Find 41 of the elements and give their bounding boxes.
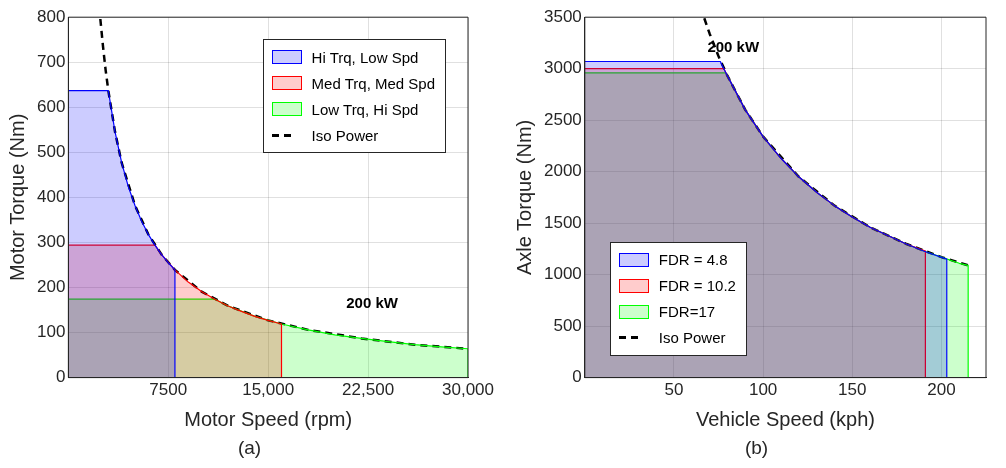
- x-tick-label: 50: [664, 380, 684, 400]
- x-tick-label: 30,000: [442, 380, 494, 400]
- annotation: 200 kW: [346, 293, 398, 311]
- legend-label: FDR = 4.8: [658, 251, 728, 269]
- y-tick-label: 200: [36, 277, 66, 297]
- x-tick-label: 150: [838, 380, 867, 400]
- line-series: [703, 17, 970, 267]
- y-tick-label: 400: [36, 187, 66, 207]
- y-tick-label: 300: [36, 232, 66, 252]
- x-tick-label: 15,000: [242, 380, 295, 400]
- legend-label: FDR=17: [658, 303, 716, 321]
- legend-label: FDR = 10.2: [658, 277, 736, 295]
- legend-label: Med Trq, Med Spd: [311, 74, 436, 92]
- y-tick-label: 3500: [543, 6, 582, 26]
- text: (a): [237, 436, 262, 460]
- y-tick-label: 700: [36, 51, 66, 71]
- y-tick-label: 0: [55, 367, 66, 387]
- legend-label: Hi Trq, Low Spd: [311, 48, 419, 66]
- x-axis-title: Vehicle Speed (kph): [695, 407, 875, 430]
- text: (b): [744, 436, 769, 460]
- legend-label: Iso Power: [311, 126, 379, 144]
- legend-label: Iso Power: [658, 329, 726, 347]
- x-tick-label: 7500: [149, 380, 188, 400]
- x-tick-label: 22,500: [342, 380, 395, 400]
- y-tick-label: 500: [553, 315, 582, 335]
- x-axis-title: Motor Speed (rpm): [184, 407, 353, 430]
- y-tick-label: 100: [36, 322, 66, 342]
- y-tick-label: 1000: [543, 264, 582, 284]
- y-tick-label: 2500: [543, 109, 582, 129]
- y-tick-label: 0: [572, 367, 582, 387]
- y-tick-label: 1500: [543, 212, 582, 232]
- y-tick-label: 500: [36, 142, 66, 162]
- y-tick-label: 2000: [543, 161, 582, 181]
- y-tick-label: 800: [36, 6, 66, 26]
- y-tick-label: 600: [36, 96, 66, 116]
- x-tick-label: 100: [748, 380, 778, 400]
- y-axis-title: Motor Torque (Nm): [5, 113, 28, 282]
- y-tick-label: 3000: [543, 58, 582, 78]
- legend-label: Low Trq, Hi Spd: [311, 100, 419, 118]
- y-axis-title: Axle Torque (Nm): [512, 119, 535, 276]
- x-tick-label: 200: [927, 380, 956, 400]
